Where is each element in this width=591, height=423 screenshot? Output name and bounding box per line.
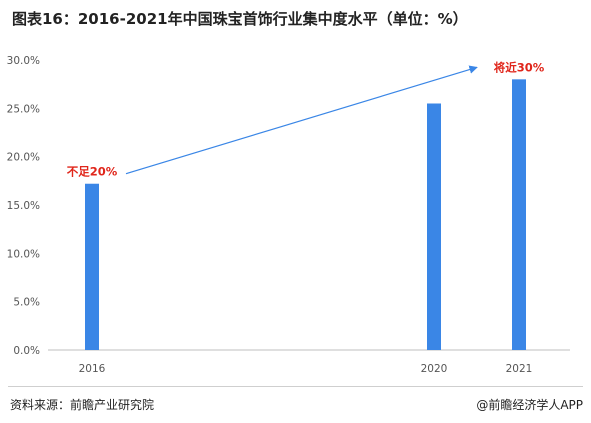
annotation-2016: 不足20% xyxy=(67,165,118,179)
bars xyxy=(85,79,526,350)
y-tick-label: 5.0% xyxy=(13,297,40,309)
annotation-2021: 将近30% xyxy=(494,60,545,74)
x-tick-label-2021: 2021 xyxy=(506,363,533,375)
bar-2020 xyxy=(427,103,441,350)
y-tick-label: 25.0% xyxy=(7,103,40,115)
x-tick-label-2016: 2016 xyxy=(79,363,106,375)
source-note: 资料来源：前瞻产业研究院 xyxy=(10,398,155,412)
bar-2016 xyxy=(85,183,99,350)
y-tick-labels: 0.0% 5.0% 10.0% 15.0% 20.0% 25.0% 30.0% xyxy=(7,55,40,357)
chart-title: 图表16：2016-2021年中国珠宝首饰行业集中度水平（单位：%） xyxy=(12,10,468,28)
annotations: 不足20% 将近30% xyxy=(67,60,545,178)
trend-arrow xyxy=(125,65,478,175)
y-tick-label: 15.0% xyxy=(7,200,40,212)
y-tick-label: 30.0% xyxy=(7,55,40,67)
bar-2021 xyxy=(512,79,526,350)
y-tick-label: 20.0% xyxy=(7,152,40,164)
brand-credit: @前瞻经济学人APP xyxy=(476,398,583,412)
y-tick-label: 0.0% xyxy=(13,345,40,357)
y-tick-label: 10.0% xyxy=(7,248,40,260)
footer-divider xyxy=(8,386,583,387)
x-tick-labels: 2016 2020 2021 xyxy=(79,363,533,375)
x-tick-label-2020: 2020 xyxy=(421,363,448,375)
